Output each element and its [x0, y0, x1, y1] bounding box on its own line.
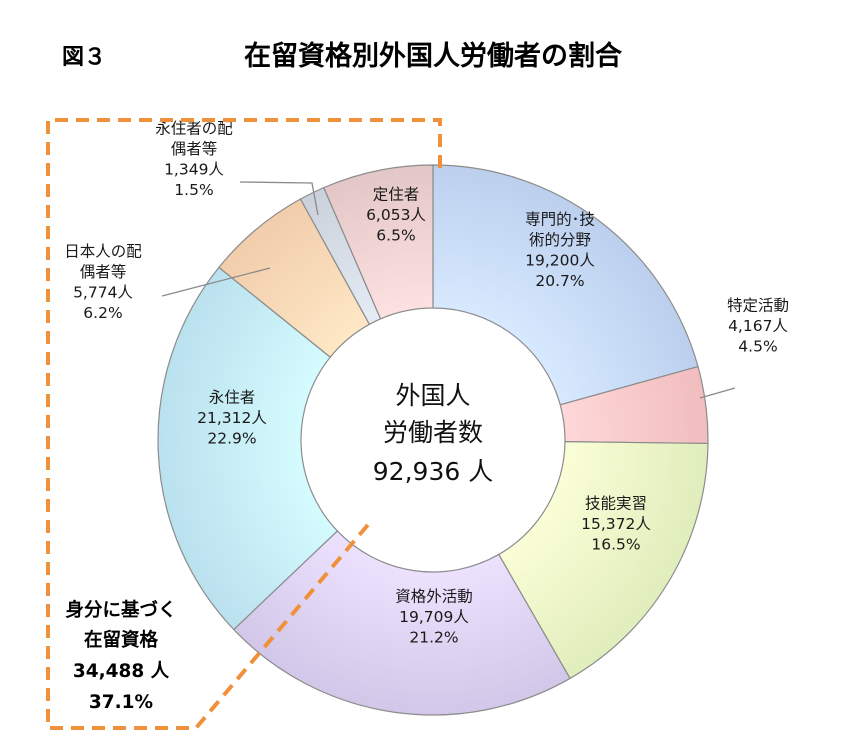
slice-label-2: 特定活動 4,167人 4.5%	[727, 297, 789, 356]
slice-6-percent-text: 6.2%	[83, 304, 122, 322]
group-highlight-dashed-outline	[46, 118, 442, 730]
slice-8-percent-text: 6.5%	[376, 227, 415, 245]
slice-5	[157, 266, 339, 631]
slice-7-count-text: 1,349人	[164, 160, 224, 178]
slice-4	[232, 530, 571, 716]
slice-3	[497, 441, 709, 680]
slice-5-count-text: 21,312人	[197, 409, 267, 427]
slice-6-count-text: 5,774人	[73, 283, 133, 301]
slice-7-name-text: 偶者等	[171, 140, 218, 158]
slice-3-name-text: 技能実習	[585, 495, 647, 513]
group-label-count: 34,488 人	[73, 660, 170, 682]
slice-7-name-text: 永住者の配	[155, 119, 233, 137]
slice-1-name-text: 専門的･技	[525, 210, 595, 228]
slice-4-percent-text: 21.2%	[409, 629, 458, 647]
slice-1-name-text: 術的分野	[529, 231, 592, 249]
leader-lines	[161, 181, 736, 399]
slice-5-percent-text: 22.9%	[207, 430, 256, 448]
group-label-line2: 在留資格	[84, 629, 159, 651]
leader-line-7	[239, 181, 319, 216]
center-label-line2: 労働者数	[383, 418, 483, 447]
figure-number: 図３	[62, 45, 106, 70]
leader-line-2	[699, 387, 736, 399]
center-label-line1: 外国人	[395, 381, 470, 410]
slice-1-count-text: 19,200人	[525, 251, 595, 269]
group-label-line1: 身分に基づく	[65, 599, 176, 621]
slice-6-name-text: 日本人の配	[64, 242, 142, 260]
slice-8-name-text: 定住者	[373, 186, 420, 204]
slice-7-percent-text: 1.5%	[174, 181, 213, 199]
slice-8-count-text: 6,053人	[366, 206, 426, 224]
slice-6-name-text: 偶者等	[80, 263, 127, 281]
slice-8	[322, 164, 434, 320]
slice-label-5: 永住者 21,312人 22.9%	[197, 389, 267, 448]
figure-title: 在留資格別外国人労働者の割合	[244, 40, 622, 72]
group-label-percent: 37.1%	[89, 692, 153, 713]
slice-4-name-text: 資格外活動	[395, 588, 473, 606]
slice-2-percent-text: 4.5%	[738, 338, 777, 356]
slice-1-percent-text: 20.7%	[535, 272, 584, 290]
slice-1	[432, 164, 699, 406]
slice-2-name-text: 特定活動	[727, 297, 789, 315]
slice-label-8: 定住者 6,053人 6.5%	[366, 186, 426, 245]
slice-2-count-text: 4,167人	[728, 317, 788, 335]
slice-4-count-text: 19,709人	[399, 608, 469, 626]
donut-slices	[157, 164, 709, 716]
center-total-label: 92,936 人	[373, 457, 493, 486]
slice-label-4: 資格外活動 19,709人 21.2%	[395, 588, 473, 647]
slice-5-name-text: 永住者	[209, 389, 256, 407]
slice-label-3: 技能実習 15,372人 16.5%	[581, 495, 651, 554]
leader-line-6	[161, 267, 271, 297]
slice-3-percent-text: 16.5%	[591, 536, 640, 554]
slice-3-count-text: 15,372人	[581, 515, 651, 533]
